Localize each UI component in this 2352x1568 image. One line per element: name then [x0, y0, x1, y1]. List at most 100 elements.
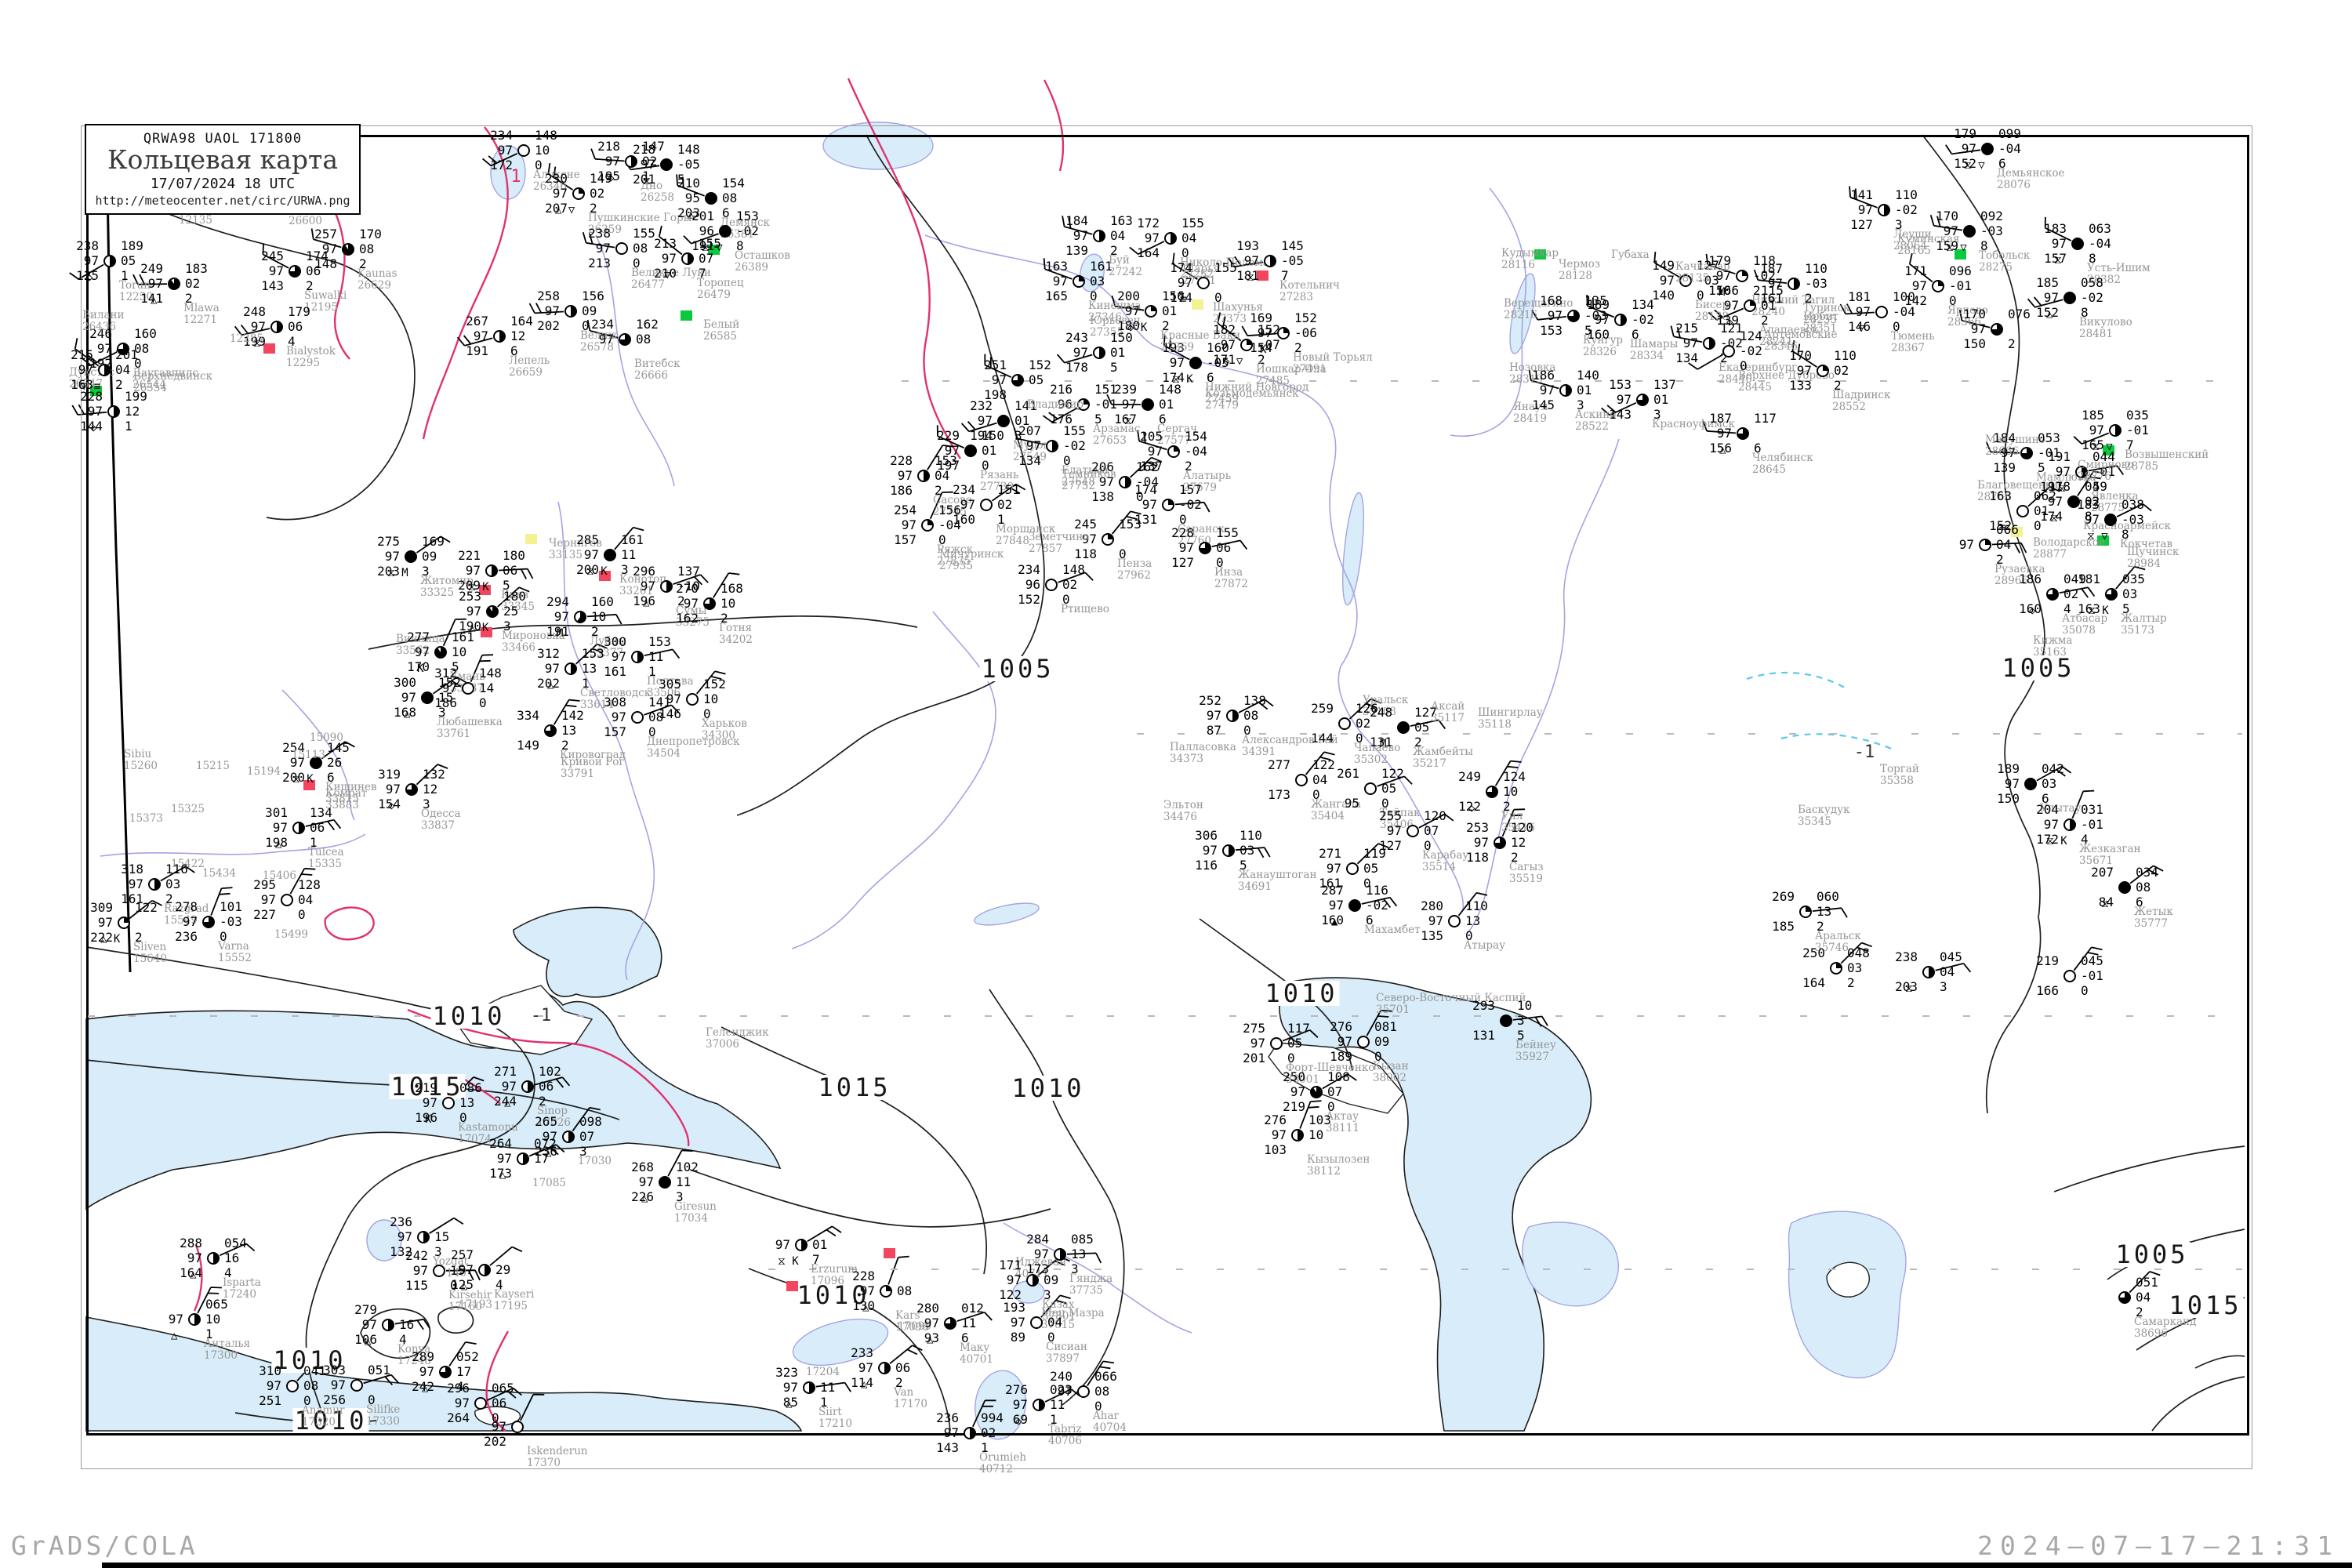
cloud-cover-symbol — [1264, 255, 1276, 267]
wind-barb — [1087, 1360, 1115, 1386]
station-right-value: 13 — [1071, 1247, 1087, 1261]
station-right-value: 0 — [134, 356, 142, 371]
station-left-value: 97 — [361, 1317, 377, 1332]
station-right-value: 5 — [503, 578, 510, 593]
cloud-cover-symbol — [511, 1421, 524, 1433]
cloud-cover-symbol — [439, 1366, 452, 1378]
station-left-value: 248 — [243, 304, 266, 319]
station-right-value: 154 — [722, 176, 745, 191]
station-left-value: 69 — [1012, 1412, 1028, 1427]
station-left-value: 152 — [1018, 592, 1040, 607]
cloud-cover-symbol — [544, 724, 557, 737]
station-left-value: 97 — [977, 413, 993, 428]
isobar-label: 1005 — [2000, 653, 2077, 683]
station-left-value: 162 — [676, 611, 699, 626]
isobar-label: 1015 — [2167, 1290, 2244, 1320]
station-right-value: 2 — [165, 891, 173, 906]
station-left-value: 308 — [604, 695, 626, 710]
station-right-value: 044 — [2092, 449, 2115, 464]
isobar-line — [368, 615, 918, 650]
station-name-label: Маку 40701 — [960, 1341, 993, 1366]
wind-barb — [2116, 503, 2152, 517]
station-left-value: 303 — [323, 1363, 346, 1377]
wind-barb — [1839, 303, 1875, 315]
station-left-value: 85 — [782, 1395, 798, 1410]
station-left-value: 97 — [991, 372, 1007, 387]
station-left-value: 97 — [1767, 276, 1783, 291]
station-left-value: 97 — [496, 1151, 512, 1166]
station-right-value: 148 — [677, 142, 700, 157]
station-left-value: 145 — [1532, 397, 1555, 412]
station-name-label: Сагыз 35519 — [1509, 861, 1544, 885]
station-left-value: 228 — [1171, 525, 1194, 540]
wind-barb — [1056, 354, 1093, 364]
station-left-value: 205 — [1140, 429, 1163, 444]
station-name-label: Кривой Рог 33791 — [561, 756, 625, 780]
river-line — [1467, 438, 1620, 934]
station-left-value: 165 — [2082, 437, 2104, 452]
station-name-label: Дно 26258 — [641, 180, 674, 204]
station-right-value: 06 — [1216, 540, 1232, 555]
station-left-value: 246 — [89, 326, 112, 341]
station-left-value: 301 — [265, 805, 288, 820]
station-right-value: 29 — [495, 1262, 511, 1277]
station-right-value: 150 — [982, 428, 1004, 443]
station-right-value: -02 — [1366, 898, 1388, 913]
station-name-label: Шахунья 27373 — [1213, 301, 1263, 325]
station-right-value: 0 — [1697, 288, 1704, 303]
station-right-value: 152 — [438, 675, 461, 690]
station-left-value: 280 — [1421, 898, 1443, 913]
station-right-value: 15 — [450, 1263, 466, 1278]
station-left-value: 161 — [1760, 291, 1783, 306]
wind-barb — [676, 174, 705, 197]
station-left-value: 294 — [546, 594, 569, 609]
station-right-value: 05 — [1381, 781, 1397, 796]
wind-barb — [1305, 751, 1335, 775]
station-left-value: 97 — [272, 820, 288, 835]
weather-symbol: ⧖ К — [468, 581, 489, 593]
wind-barb — [1753, 269, 1788, 284]
front-line — [847, 78, 962, 459]
wind-barb — [1705, 253, 1736, 275]
station-name-label: Смирново 28776 — [2078, 459, 2134, 483]
station-right-value: 1 — [642, 169, 650, 183]
cloud-cover-symbol — [1703, 337, 1715, 350]
weather-symbol: △ — [404, 708, 411, 720]
station-right-value: 2 — [1258, 352, 1265, 367]
station-name-label: Mlawa 12271 — [183, 302, 220, 326]
wind-barb — [1040, 1294, 1071, 1318]
wind-barb — [889, 1345, 923, 1364]
station-left-value: 97 — [168, 1312, 183, 1327]
station-right-value: -04 — [1185, 444, 1207, 459]
wind-barb — [1137, 430, 1167, 451]
station-left-value: 134 — [1675, 350, 1698, 365]
wind-barb — [1014, 427, 1046, 445]
station-right-value: 07 — [699, 251, 714, 266]
station-name-label: Баскудук 35345 — [1798, 804, 1850, 828]
station-left-value: 97 — [1943, 223, 1958, 238]
station-left-value: 157 — [604, 724, 626, 739]
station-left-value: 245 — [261, 249, 284, 263]
station-right-value: 169 — [422, 534, 445, 549]
station-right-value: -05 — [1207, 355, 1229, 370]
cloud-cover-symbol — [1991, 323, 2003, 336]
graticule-row — [902, 380, 2242, 382]
station-name-label: 15325 — [171, 803, 205, 815]
station-name-label: Готня 34202 — [719, 622, 753, 646]
station-name-label: Kirsehir 17160 — [448, 1289, 492, 1313]
station-left-value: 97 — [1271, 1127, 1287, 1142]
station-right-value: 14 — [479, 681, 495, 695]
wind-barb — [363, 1374, 400, 1385]
station-right-value: 0 — [459, 1110, 467, 1125]
station-right-value: 148 — [1159, 382, 1181, 397]
station-right-value: 148 — [479, 666, 502, 681]
station-name-label: Красноуфимск — [1652, 418, 1735, 430]
station-left-value: 172 — [490, 158, 513, 172]
station-name-label: Новый Торьял 27491 — [1293, 351, 1373, 376]
station-left-value: 275 — [377, 534, 400, 549]
cloud-cover-symbol — [1788, 278, 1800, 290]
station-left-value: 97 — [2000, 445, 2016, 460]
station-left-value: 198 — [984, 387, 1007, 402]
station-left-value: 259 — [1311, 701, 1334, 716]
